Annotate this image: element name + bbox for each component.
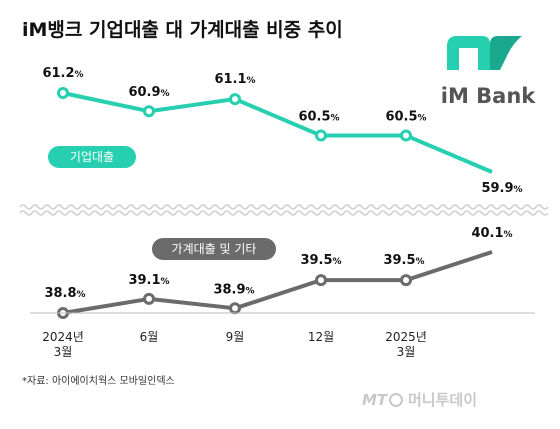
source-note: *자료: 아이에이치웍스 모바일인덱스 bbox=[22, 375, 175, 387]
watermark-text: 머니투데이 bbox=[408, 391, 477, 409]
data-label-household: 39.5% bbox=[383, 253, 424, 268]
data-label-household: 38.9% bbox=[213, 282, 254, 297]
data-point-household bbox=[229, 302, 241, 315]
x-tick-label: 6월 bbox=[140, 330, 159, 344]
series-label-household: 가계대출 및 기타 bbox=[152, 238, 276, 260]
x-tick-label: 9월 bbox=[226, 330, 245, 344]
series-label-corporate-text: 기업대출 bbox=[70, 150, 114, 164]
data-label-corporate: 61.2% bbox=[42, 66, 83, 81]
data-point-corporate bbox=[229, 93, 241, 106]
series-line-household bbox=[62, 250, 493, 315]
data-label-corporate: 60.5% bbox=[298, 110, 339, 125]
data-point-corporate bbox=[143, 105, 155, 118]
chart-title: iM뱅크 기업대출 대 가계대출 비중 추이 bbox=[22, 19, 343, 41]
watermark-mark: MT bbox=[362, 391, 389, 409]
data-label-corporate: 61.1% bbox=[214, 72, 255, 87]
axis-break bbox=[19, 204, 549, 216]
data-point-corporate bbox=[57, 87, 69, 99]
data-point-household bbox=[400, 274, 412, 287]
data-point-household bbox=[143, 292, 155, 305]
watermark: MT 머니투데이 bbox=[362, 391, 477, 409]
data-point-corporate bbox=[315, 129, 327, 142]
data-label-household: 39.1% bbox=[128, 273, 169, 288]
x-tick-label: 12월 bbox=[308, 330, 334, 344]
watermark-swirl-icon bbox=[389, 393, 403, 407]
series-label-corporate: 기업대출 bbox=[48, 146, 136, 168]
data-label-household: 38.8% bbox=[44, 286, 85, 301]
data-label-corporate: 59.9% bbox=[481, 181, 522, 196]
series-line-corporate bbox=[62, 91, 493, 174]
data-point-corporate bbox=[400, 129, 412, 142]
series-label-household-text: 가계대출 및 기타 bbox=[172, 242, 257, 256]
x-tick-label: 2025년 3월 bbox=[385, 330, 427, 359]
im-bank-logo-icon bbox=[447, 36, 522, 70]
logo-text: iM Bank bbox=[441, 84, 537, 108]
x-tick-label: 2024년 3월 bbox=[42, 330, 84, 359]
data-label-corporate: 60.9% bbox=[128, 85, 169, 100]
data-point-household bbox=[315, 274, 327, 287]
data-label-household: 39.5% bbox=[300, 253, 341, 268]
data-label-corporate: 60.5% bbox=[385, 110, 426, 125]
data-label-household: 40.1% bbox=[471, 226, 512, 241]
